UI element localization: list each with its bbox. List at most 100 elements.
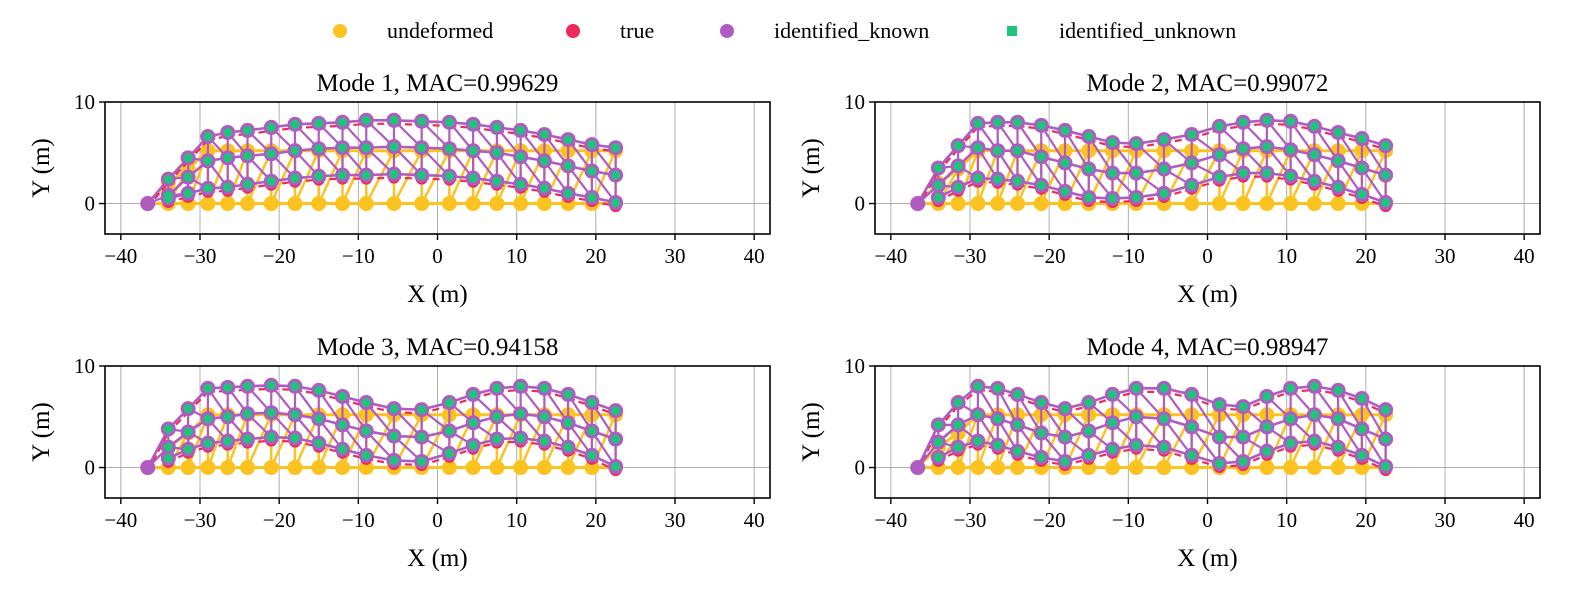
identified-unknown-point: [953, 442, 963, 452]
chart-title: Mode 1, MAC=0.99629: [317, 70, 559, 97]
chart-title: Mode 3, MAC=0.94158: [317, 334, 559, 361]
chart-panel-4: −40 −30 −20 −10 0 10 20 30 40 0 10 Mode 4, MAC=0.98…: [798, 334, 1541, 572]
identified-unknown-point: [1159, 383, 1169, 393]
undeformed-point: [1128, 460, 1144, 476]
identified-unknown-point: [1286, 171, 1296, 181]
identified-unknown-point: [492, 383, 502, 393]
identified-unknown-point: [314, 414, 324, 424]
chart-panel-1: −40 −30 −20 −10 0 10 20 30 40 0 10 Mode 1, MAC=0.99…: [28, 70, 771, 308]
identified-unknown-series: [163, 380, 621, 472]
identified-unknown-point: [1107, 444, 1118, 454]
undeformed-point: [1283, 460, 1299, 476]
identified-unknown-point: [1286, 116, 1296, 126]
identified-unknown-point: [1381, 434, 1391, 444]
identified-unknown-point: [203, 414, 213, 424]
identified-unknown-point: [1286, 145, 1296, 155]
undeformed-point: [263, 460, 279, 476]
identified-unknown-point: [183, 427, 193, 437]
y-tick-label: 0: [855, 456, 866, 480]
identified-unknown-point: [1214, 172, 1224, 182]
undeformed-point: [414, 196, 430, 212]
identified-unknown-point: [1060, 456, 1070, 467]
identified-unknown-point: [1309, 410, 1319, 420]
x-tick-label: −20: [1033, 508, 1066, 532]
undeformed-point: [358, 196, 374, 212]
undeformed-point: [489, 196, 505, 212]
identified-unknown-point: [1309, 436, 1319, 446]
identified-unknown-point: [1286, 414, 1296, 424]
undeformed-point: [200, 460, 216, 476]
undeformed-point: [1010, 196, 1025, 212]
identified-unknown-point: [1036, 152, 1046, 162]
identified-unknown-point: [1333, 156, 1343, 166]
undeformed-member: [471, 150, 499, 205]
undeformed-point: [970, 460, 986, 476]
undeformed-point: [1354, 460, 1370, 476]
undeformed-point: [358, 460, 374, 476]
identified-unknown-point: [1131, 383, 1141, 393]
x-axis-label: X (m): [407, 281, 467, 308]
identified-unknown-point: [1262, 142, 1272, 152]
undeformed-point: [180, 460, 196, 476]
identified-unknown-point: [1381, 170, 1391, 180]
identified-unknown-point: [183, 444, 193, 454]
x-tick-label: −10: [342, 508, 375, 532]
identified-unknown-point: [563, 188, 573, 198]
identified-unknown-point: [361, 143, 371, 153]
x-tick-label: −30: [954, 508, 987, 532]
identified-unknown-point: [1159, 188, 1169, 198]
identified-unknown-point: [492, 434, 502, 444]
y-axis-label: Y (m): [798, 402, 825, 461]
legend-label: identified_known: [774, 18, 930, 43]
identified-unknown-point: [1333, 385, 1343, 395]
identified-unknown-point: [1381, 461, 1391, 472]
undeformed-point: [1330, 460, 1346, 476]
undeformed-member: [420, 150, 451, 205]
undeformed-member: [1218, 150, 1245, 205]
undeformed-point: [1156, 460, 1172, 476]
undeformed-member: [956, 414, 980, 468]
x-tick-label: 10: [506, 244, 527, 268]
x-tick-label: 40: [1514, 244, 1535, 268]
identified-unknown-point: [223, 382, 233, 392]
identified-unknown-point: [337, 143, 348, 153]
identified-unknown-point: [163, 453, 173, 463]
identified-unknown-point: [417, 432, 427, 442]
identified-unknown-point: [611, 197, 621, 208]
identified-unknown-point: [314, 144, 324, 154]
y-tick-label: 10: [844, 354, 865, 378]
y-tick-label: 0: [85, 192, 96, 216]
identified-unknown-point: [516, 179, 526, 189]
undeformed-point: [240, 460, 255, 476]
identified-unknown-point: [1159, 164, 1169, 174]
identified-unknown-point: [1131, 139, 1141, 149]
identified-unknown-point: [361, 397, 371, 408]
identified-unknown-point: [1107, 193, 1118, 204]
identified-unknown-point: [290, 410, 300, 420]
identified-unknown-point: [611, 170, 621, 180]
identified-unknown-point: [1084, 426, 1094, 436]
x-tick-label: 40: [744, 244, 765, 268]
identified-unknown-point: [290, 433, 300, 443]
undeformed-point: [386, 196, 402, 212]
identified-unknown-point: [1107, 389, 1118, 400]
identified-unknown-point: [337, 117, 348, 127]
x-tick-label: 0: [432, 244, 443, 268]
identified-unknown-point: [953, 397, 963, 408]
identified-unknown-point: [492, 412, 502, 422]
x-tick-label: 10: [1276, 508, 1297, 532]
identified-unknown-point: [417, 170, 427, 180]
identified-unknown-point: [539, 412, 549, 422]
identified-unknown-point: [993, 174, 1003, 184]
identified-unknown-point: [203, 438, 213, 448]
y-axis-label: Y (m): [28, 138, 55, 197]
identified-unknown-point: [163, 193, 173, 204]
identified-unknown-point: [242, 125, 253, 136]
identified-unknown-point: [163, 442, 173, 452]
undeformed-point: [1211, 196, 1227, 212]
x-axis-label: X (m): [1177, 281, 1237, 308]
identified-unknown-point: [1060, 432, 1070, 442]
undeformed-point: [1306, 460, 1322, 476]
identified-unknown-point: [1238, 168, 1248, 178]
identified-unknown-point: [290, 119, 300, 129]
